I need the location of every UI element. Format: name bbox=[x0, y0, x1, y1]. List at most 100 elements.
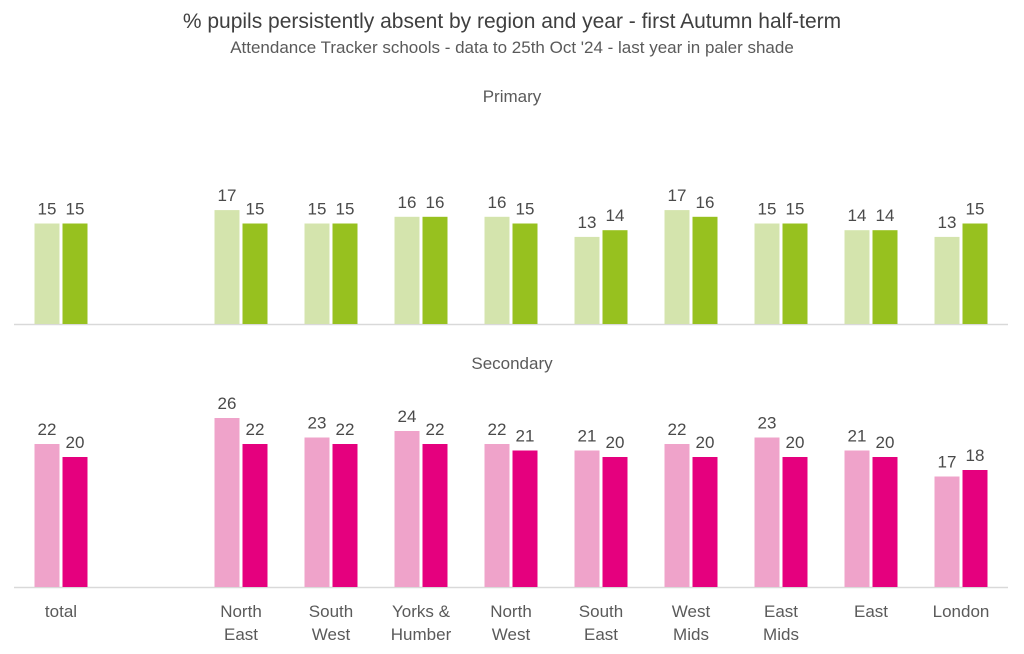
primary-data-label: 14 bbox=[606, 206, 625, 225]
secondary-bar-this-year bbox=[602, 457, 628, 587]
primary-data-label: 16 bbox=[488, 193, 507, 212]
secondary-data-label: 21 bbox=[578, 427, 597, 446]
primary-bar-this-year bbox=[692, 216, 718, 324]
secondary-bar-last-year bbox=[214, 418, 240, 587]
x-tick-label: South bbox=[309, 602, 353, 621]
secondary-panel-title: Secondary bbox=[471, 354, 553, 373]
x-tick-label: London bbox=[933, 602, 990, 621]
primary-bar-last-year bbox=[574, 236, 600, 324]
primary-bar-last-year bbox=[754, 223, 780, 324]
x-tick-label: Mids bbox=[763, 625, 799, 644]
x-tick-label: West bbox=[672, 602, 711, 621]
secondary-bar-this-year bbox=[692, 457, 718, 587]
secondary-data-label: 21 bbox=[516, 427, 535, 446]
primary-data-label: 15 bbox=[246, 200, 265, 219]
secondary-data-label: 20 bbox=[786, 433, 805, 452]
secondary-data-label: 22 bbox=[426, 420, 445, 439]
primary-data-label: 17 bbox=[218, 186, 237, 205]
chart-title: % pupils persistently absent by region a… bbox=[182, 10, 842, 33]
x-tick-label: Humber bbox=[391, 625, 452, 644]
primary-data-label: 15 bbox=[336, 200, 355, 219]
secondary-data-label: 22 bbox=[488, 420, 507, 439]
secondary-data-label: 22 bbox=[38, 420, 57, 439]
x-tick-label: North bbox=[490, 602, 532, 621]
secondary-bar-last-year bbox=[844, 450, 870, 587]
secondary-data-label: 22 bbox=[246, 420, 265, 439]
secondary-bar-this-year bbox=[512, 450, 538, 587]
secondary-data-label: 20 bbox=[876, 433, 895, 452]
secondary-bar-this-year bbox=[962, 470, 988, 587]
x-tick-label: South bbox=[579, 602, 623, 621]
primary-bar-last-year bbox=[304, 223, 330, 324]
secondary-data-label: 20 bbox=[66, 433, 85, 452]
secondary-data-label: 20 bbox=[606, 433, 625, 452]
x-tick-label: West bbox=[492, 625, 531, 644]
primary-data-label: 17 bbox=[668, 186, 687, 205]
primary-panel-title: Primary bbox=[483, 87, 542, 106]
primary-bar-last-year bbox=[484, 216, 510, 324]
secondary-bar-last-year bbox=[934, 476, 960, 587]
secondary-data-label: 17 bbox=[938, 453, 957, 472]
secondary-data-label: 22 bbox=[668, 420, 687, 439]
secondary-bar-last-year bbox=[304, 437, 330, 587]
primary-data-label: 15 bbox=[66, 200, 85, 219]
x-tick-label: East bbox=[584, 625, 618, 644]
secondary-bar-this-year bbox=[782, 457, 808, 587]
x-tick-label: total bbox=[45, 602, 77, 621]
secondary-bar-this-year bbox=[872, 457, 898, 587]
primary-bar-this-year bbox=[332, 223, 358, 324]
primary-data-label: 15 bbox=[758, 200, 777, 219]
primary-data-label: 16 bbox=[426, 193, 445, 212]
x-tick-label: East bbox=[854, 602, 888, 621]
x-tick-label: West bbox=[312, 625, 351, 644]
secondary-data-label: 20 bbox=[696, 433, 715, 452]
primary-data-label: 15 bbox=[308, 200, 327, 219]
primary-data-label: 15 bbox=[516, 200, 535, 219]
secondary-data-label: 23 bbox=[308, 414, 327, 433]
primary-data-label: 15 bbox=[38, 200, 57, 219]
primary-bar-last-year bbox=[844, 230, 870, 324]
secondary-bar-this-year bbox=[332, 444, 358, 587]
primary-bar-this-year bbox=[872, 230, 898, 324]
secondary-bar-this-year bbox=[242, 444, 268, 587]
secondary-bar-last-year bbox=[394, 431, 420, 587]
x-tick-label: East bbox=[764, 602, 798, 621]
x-tick-label: Yorks & bbox=[392, 602, 451, 621]
primary-bar-last-year bbox=[934, 236, 960, 324]
secondary-data-label: 26 bbox=[218, 394, 237, 413]
primary-bar-this-year bbox=[602, 230, 628, 324]
x-tick-label: East bbox=[224, 625, 258, 644]
primary-bar-last-year bbox=[214, 210, 240, 324]
secondary-data-label: 22 bbox=[336, 420, 355, 439]
secondary-bar-this-year bbox=[62, 457, 88, 587]
secondary-bar-last-year bbox=[664, 444, 690, 587]
primary-bar-this-year bbox=[422, 216, 448, 324]
secondary-bar-last-year bbox=[754, 437, 780, 587]
chart-subtitle: Attendance Tracker schools - data to 25t… bbox=[230, 38, 794, 57]
primary-bar-this-year bbox=[242, 223, 268, 324]
primary-data-label: 15 bbox=[786, 200, 805, 219]
x-tick-label: North bbox=[220, 602, 262, 621]
primary-data-label: 13 bbox=[578, 213, 597, 232]
primary-bar-this-year bbox=[782, 223, 808, 324]
secondary-bar-last-year bbox=[34, 444, 60, 587]
secondary-data-label: 21 bbox=[848, 427, 867, 446]
primary-bar-last-year bbox=[394, 216, 420, 324]
primary-data-label: 15 bbox=[966, 200, 985, 219]
primary-data-label: 16 bbox=[398, 193, 417, 212]
secondary-data-label: 18 bbox=[966, 446, 985, 465]
primary-bar-last-year bbox=[664, 210, 690, 324]
x-tick-label: Mids bbox=[673, 625, 709, 644]
primary-data-label: 14 bbox=[876, 206, 895, 225]
secondary-data-label: 24 bbox=[398, 407, 417, 426]
primary-data-label: 14 bbox=[848, 206, 867, 225]
primary-bar-this-year bbox=[962, 223, 988, 324]
secondary-data-label: 23 bbox=[758, 414, 777, 433]
primary-bar-this-year bbox=[512, 223, 538, 324]
primary-bar-last-year bbox=[34, 223, 60, 324]
primary-data-label: 16 bbox=[696, 193, 715, 212]
primary-bar-this-year bbox=[62, 223, 88, 324]
secondary-bar-last-year bbox=[574, 450, 600, 587]
primary-data-label: 13 bbox=[938, 213, 957, 232]
